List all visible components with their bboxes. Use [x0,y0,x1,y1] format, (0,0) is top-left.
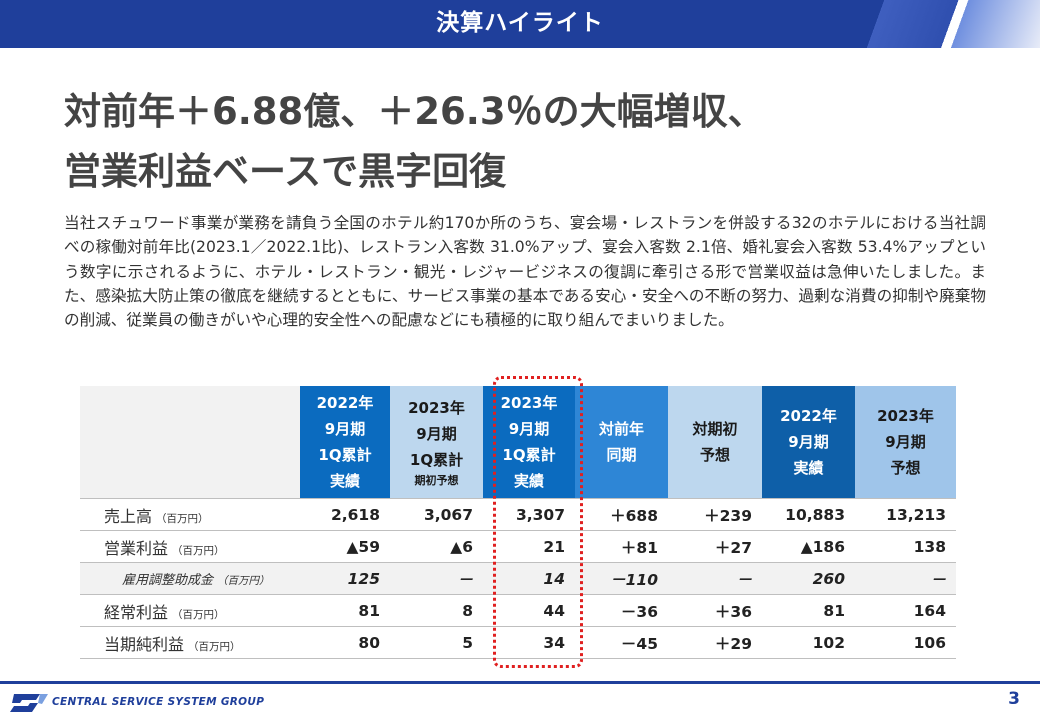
col-header-line: 2023年 [408,399,465,417]
table-cell: ＋239 [668,498,762,531]
table-cell: －36 [575,594,668,627]
col-header-line: 2022年 [780,407,837,425]
table-cell: － [855,562,956,595]
table-cell: 10,883 [762,498,855,531]
table-cell: ＋81 [575,530,668,563]
row-label: 営業利益 （百万円） [80,530,300,563]
row-label: 当期純利益 （百万円） [80,626,300,659]
table-cell: 34 [483,626,575,659]
col-header-line: 9月期 [508,420,550,438]
table-header-row: 2022年 9月期 1Q累計 実績 2023年 9月期 1Q累計 期初予想 20… [80,386,956,499]
table-cell: － [390,562,483,595]
table-cell: ▲6 [390,530,483,563]
table-header-blank [80,386,300,499]
header-banner: 決算ハイライト [0,0,1040,48]
table-cell: 3,307 [483,498,575,531]
table-cell: 13,213 [855,498,956,531]
col-header-vs-forecast: 対期初 予想 [668,386,762,499]
table-cell: 138 [855,530,956,563]
col-header-line: 同期 [606,446,637,464]
col-header-line: 9月期 [885,433,926,451]
table-cell: 81 [762,594,855,627]
table-row-sales: 売上高 （百万円） 2,618 3,067 3,307 ＋688 ＋239 10,… [80,498,956,531]
table-cell: 2,618 [300,498,390,531]
table-cell: 102 [762,626,855,659]
table-cell: 260 [762,562,855,595]
footer-company-name: CENTRAL SERVICE SYSTEM GROUP [52,696,265,708]
col-header-line: 実績 [793,459,824,477]
header-decoration [810,0,1040,48]
col-header-2023-1q-forecast: 2023年 9月期 1Q累計 期初予想 [390,386,483,499]
col-header-line: 対期初 [692,420,738,438]
row-unit: （百万円） [172,608,225,621]
body-paragraph: 当社スチュワード事業が業務を請負う全国のホテル約170か所のうち、宴会場・レスト… [64,214,986,330]
highlight-frame [493,376,583,668]
table-cell: ▲59 [300,530,390,563]
table-cell: ＋29 [668,626,762,659]
headline-line-1: 対前年＋6.88億、＋26.3％の大幅増収、 [64,90,765,133]
col-header-line: 9月期 [416,425,457,443]
headline: 対前年＋6.88億、＋26.3％の大幅増収、 営業利益ベースで黒字回復 [64,82,1004,202]
row-label: 経常利益 （百万円） [80,594,300,627]
col-header-yoy: 対前年 同期 [575,386,668,499]
col-header-2023-1q-actual: 2023年 9月期 1Q累計 実績 [483,386,575,499]
col-header-line: 2023年 [500,394,558,412]
row-label: 売上高 （百万円） [80,498,300,531]
table-row-net-income: 当期純利益 （百万円） 80 5 34 －45 ＋29 102 106 [80,626,956,659]
col-header-line: 予想 [699,446,730,464]
row-unit: （百万円） [172,544,225,557]
col-header-line: 1Q累計 [409,451,464,469]
table-cell: 8 [390,594,483,627]
col-header-line: 1Q累計 [318,446,372,464]
col-header-line: 実績 [329,472,360,490]
col-header-line: 2023年 [877,407,934,425]
headline-line-2: 営業利益ベースで黒字回復 [64,150,507,193]
table-cell: 164 [855,594,956,627]
table-cell: 80 [300,626,390,659]
table-cell: 21 [483,530,575,563]
row-unit: （百万円） [156,512,209,525]
table-cell: －110 [575,562,668,595]
row-label-text: 営業利益 [104,538,169,558]
col-header-line: 実績 [513,472,544,490]
table-cell: ＋688 [575,498,668,531]
table-cell: 14 [483,562,575,595]
table-row-operating-profit: 営業利益 （百万円） ▲59 ▲6 21 ＋81 ＋27 ▲186 138 [80,530,956,563]
table-cell: ＋36 [668,594,762,627]
page-number: 3 [1008,689,1020,709]
col-header-line: 対前年 [598,420,644,438]
table-cell: 106 [855,626,956,659]
table-cell: 125 [300,562,390,595]
row-unit: （百万円） [217,575,270,587]
row-label: 雇用調整助成金 （百万円） [80,562,300,595]
footer-divider [0,681,1040,684]
col-header-2022-1q-actual: 2022年 9月期 1Q累計 実績 [300,386,390,499]
row-label-text: 売上高 [104,506,153,526]
table-cell: ▲186 [762,530,855,563]
table-cell: － [668,562,762,595]
table-cell: 5 [390,626,483,659]
col-header-2023-forecast: 2023年 9月期 予想 [855,386,956,499]
table-cell: 81 [300,594,390,627]
col-header-line: 1Q累計 [502,446,556,464]
col-header-subline: 期初予想 [414,474,459,487]
col-header-line: 9月期 [788,433,829,451]
header-title: 決算ハイライト [436,10,604,36]
col-header-line: 2022年 [316,394,374,412]
table-row-ordinary-profit: 経常利益 （百万円） 81 8 44 －36 ＋36 81 164 [80,594,956,627]
table-cell: －45 [575,626,668,659]
table-cell: 3,067 [390,498,483,531]
row-unit: （百万円） [188,640,241,653]
row-label-text: 経常利益 [104,602,169,622]
table-cell: 44 [483,594,575,627]
financial-table: 2022年 9月期 1Q累計 実績 2023年 9月期 1Q累計 期初予想 20… [80,386,956,659]
company-logo-icon [10,694,48,712]
row-label-text: 雇用調整助成金 [122,573,214,588]
table-cell: ＋27 [668,530,762,563]
col-header-line: 予想 [890,459,921,477]
col-header-line: 9月期 [324,420,366,438]
col-header-2022-actual: 2022年 9月期 実績 [762,386,855,499]
table-row-employment-subsidy: 雇用調整助成金 （百万円） 125 － 14 －110 － 260 － [80,562,956,595]
row-label-text: 当期純利益 [104,634,185,654]
